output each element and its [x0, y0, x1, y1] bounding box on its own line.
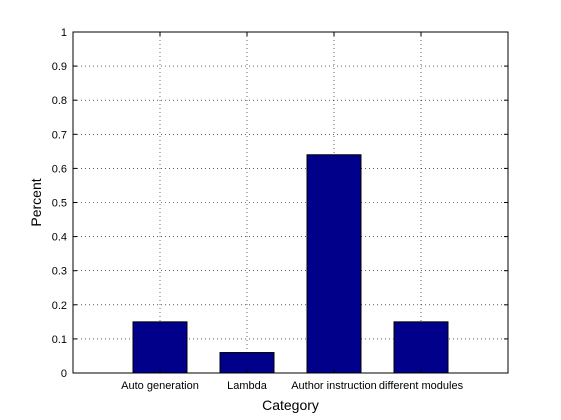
- y-axis-label: Percent: [28, 178, 44, 226]
- bars: [132, 154, 449, 374]
- y-tick-label: 0.3: [52, 266, 67, 278]
- x-tick-label: different modules: [379, 380, 464, 392]
- bar-different-modules: [393, 321, 449, 374]
- x-tick-label: Auto generation: [121, 380, 199, 392]
- x-axis-label: Category: [262, 397, 319, 413]
- y-tick-label: 0.2: [52, 300, 67, 312]
- y-tick-label: 0.7: [52, 129, 67, 141]
- y-tick-label: 1: [61, 27, 67, 39]
- x-tick-label: Lambda: [227, 380, 268, 392]
- y-tick-label: 0.8: [52, 95, 67, 107]
- y-tick-label: 0.9: [52, 61, 67, 73]
- x-tick-label: Author instruction: [291, 380, 377, 392]
- y-tick-label: 0.5: [52, 198, 67, 210]
- bar-author-instruction: [306, 154, 362, 374]
- y-tick-label: 0: [61, 368, 67, 380]
- y-tick-label: 0.1: [52, 334, 67, 346]
- x-tick-labels: Auto generation Lambda Author instruction d…: [121, 380, 463, 392]
- axis-ticks: [73, 31, 508, 374]
- y-tick-label: 0.4: [52, 232, 67, 244]
- y-tick-labels: 0 0.1 0.2 0.3 0.4 0.5 0.6 0.7 0.8 0.9 1: [52, 27, 67, 380]
- y-tick-label: 0.6: [52, 163, 67, 175]
- gridlines: [73, 32, 508, 373]
- bar-auto-generation: [132, 321, 188, 374]
